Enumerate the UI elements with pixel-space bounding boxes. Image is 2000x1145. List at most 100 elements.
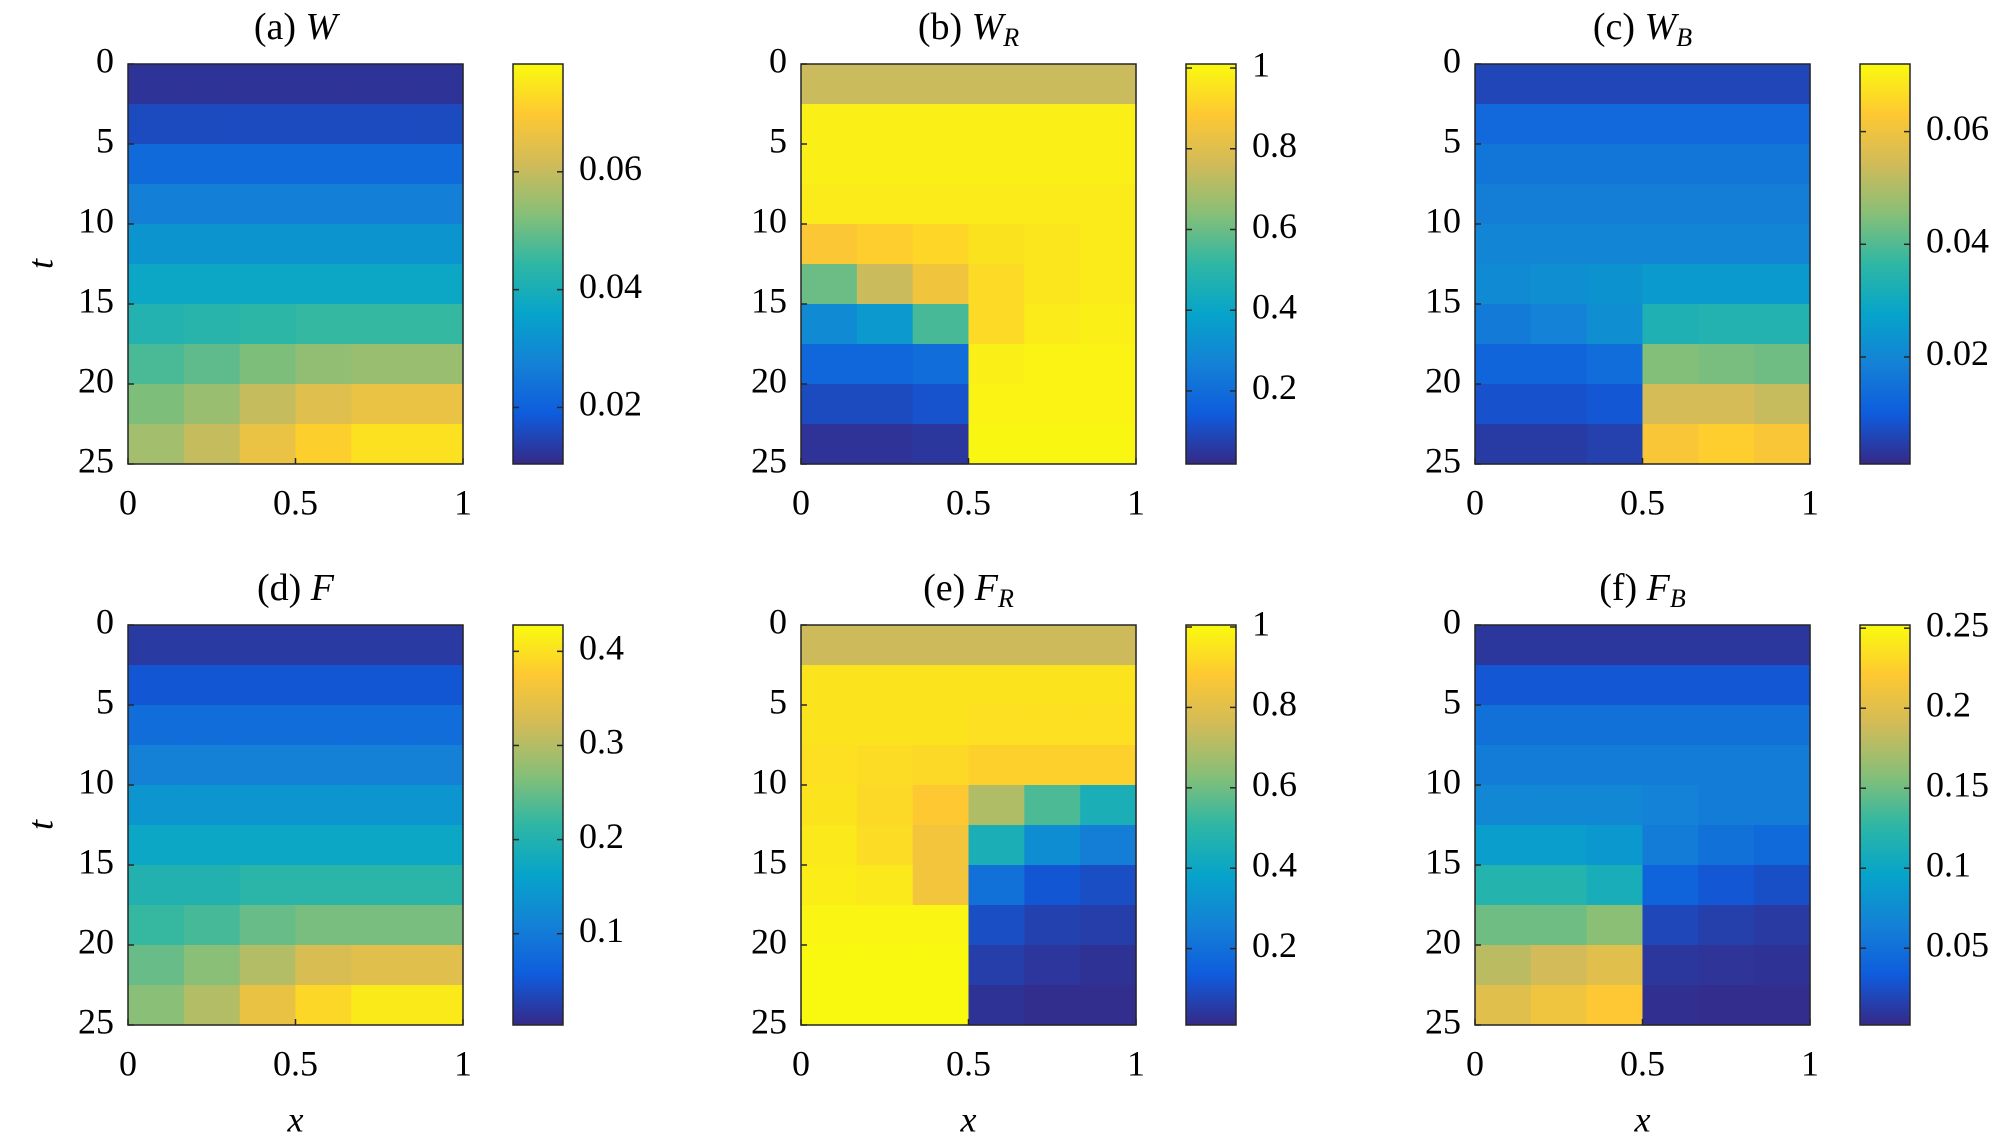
heat-cell	[1024, 384, 1081, 425]
heat-cell	[183, 745, 241, 786]
heat-cell	[295, 705, 352, 746]
heat-cell	[1642, 424, 1699, 465]
heat-cell	[1475, 424, 1532, 465]
y-tick-label: 15	[1425, 280, 1461, 320]
heat-cell	[1754, 224, 1811, 265]
heat-cell	[407, 865, 464, 906]
title-space	[962, 6, 972, 48]
heat-cell	[128, 384, 185, 425]
heat-cell	[183, 825, 241, 866]
heat-cell	[1530, 184, 1588, 225]
heat-cell	[801, 705, 858, 746]
heat-cell	[1530, 304, 1588, 345]
heat-cell	[407, 705, 464, 746]
panel-title: (c) WB	[1593, 6, 1692, 52]
heat-cell	[183, 865, 241, 906]
heat-cell	[128, 905, 185, 946]
heat-cell	[1586, 64, 1644, 105]
heat-cell	[1642, 304, 1699, 345]
heat-cell	[1080, 945, 1137, 986]
heat-cell	[1754, 865, 1811, 906]
heat-cell	[1642, 264, 1699, 305]
heat-cell	[968, 144, 1025, 185]
heat-cell	[856, 424, 914, 465]
heat-cell	[1024, 825, 1081, 866]
y-tick-label: 0	[96, 40, 114, 80]
heat-cell	[1530, 825, 1588, 866]
colorbar-tick-label: 0.06	[1926, 108, 1989, 148]
x-tick-label: 0.5	[1620, 482, 1665, 522]
heat-cell	[407, 625, 464, 666]
title-space	[1637, 567, 1647, 609]
heat-cell	[128, 665, 185, 706]
heat-cell	[968, 665, 1025, 706]
heat-cell	[1080, 865, 1137, 906]
heat-cell	[801, 825, 858, 866]
heat-cell	[239, 785, 297, 826]
heat-cell	[183, 905, 241, 946]
heat-cell	[239, 64, 297, 105]
y-tick-label: 5	[769, 120, 787, 160]
heat-cell	[1698, 304, 1755, 345]
colorbar-tick-label: 1	[1252, 603, 1270, 643]
heat-cell	[1698, 705, 1755, 746]
y-axis-label: t	[20, 819, 60, 830]
heat-cell	[351, 945, 408, 986]
colorbar-tick-label: 0.06	[579, 148, 642, 188]
heat-cell	[1475, 785, 1532, 826]
heat-cell	[351, 785, 408, 826]
colorbar-tick-label: 0.2	[1252, 367, 1297, 407]
y-tick-label: 25	[78, 1001, 114, 1041]
heat-cell	[1586, 104, 1644, 145]
heat-cell	[1586, 344, 1644, 385]
heat-cell	[351, 825, 408, 866]
heat-cell	[128, 705, 185, 746]
title-subscript: R	[997, 584, 1014, 613]
y-tick-label: 5	[96, 681, 114, 721]
heat-cell	[1530, 64, 1588, 105]
colorbar-tick-label: 0.3	[579, 722, 624, 762]
heat-cell	[128, 184, 185, 225]
heat-cell	[128, 144, 185, 185]
y-tick-label: 20	[751, 360, 787, 400]
heat-cell	[801, 625, 858, 666]
heat-cell	[295, 905, 352, 946]
heat-cell	[912, 905, 970, 946]
y-tick-label: 20	[751, 921, 787, 961]
heat-cell	[1530, 745, 1588, 786]
y-tick-label: 25	[751, 440, 787, 480]
heat-cell	[407, 144, 464, 185]
y-tick-label: 20	[1425, 921, 1461, 961]
y-tick-label: 5	[1443, 120, 1461, 160]
heat-cell	[183, 184, 241, 225]
heat-cell	[295, 424, 352, 465]
heat-cell	[801, 665, 858, 706]
heat-cell	[239, 264, 297, 305]
heat-cell	[801, 384, 858, 425]
y-tick-label: 10	[78, 761, 114, 801]
heat-cell	[407, 384, 464, 425]
title-symbol: W	[306, 6, 341, 48]
heat-cell	[1642, 705, 1699, 746]
heat-cell	[1475, 144, 1532, 185]
heat-cell	[912, 144, 970, 185]
heat-cell	[1530, 665, 1588, 706]
heat-cell	[1530, 144, 1588, 185]
y-tick-label: 15	[78, 841, 114, 881]
y-axis-label: t	[20, 258, 60, 269]
heat-cell	[1024, 665, 1081, 706]
heat-cell	[856, 625, 914, 666]
heat-cell	[1080, 825, 1137, 866]
heat-cell	[1024, 304, 1081, 345]
heat-cell	[1754, 945, 1811, 986]
title-space	[296, 6, 306, 48]
heat-cell	[801, 344, 858, 385]
heat-cell	[1754, 344, 1811, 385]
heat-cell	[1530, 945, 1588, 986]
heat-cell	[912, 705, 970, 746]
heat-cell	[183, 665, 241, 706]
heat-cell	[1475, 945, 1532, 986]
x-tick-label: 1	[1127, 1043, 1145, 1083]
